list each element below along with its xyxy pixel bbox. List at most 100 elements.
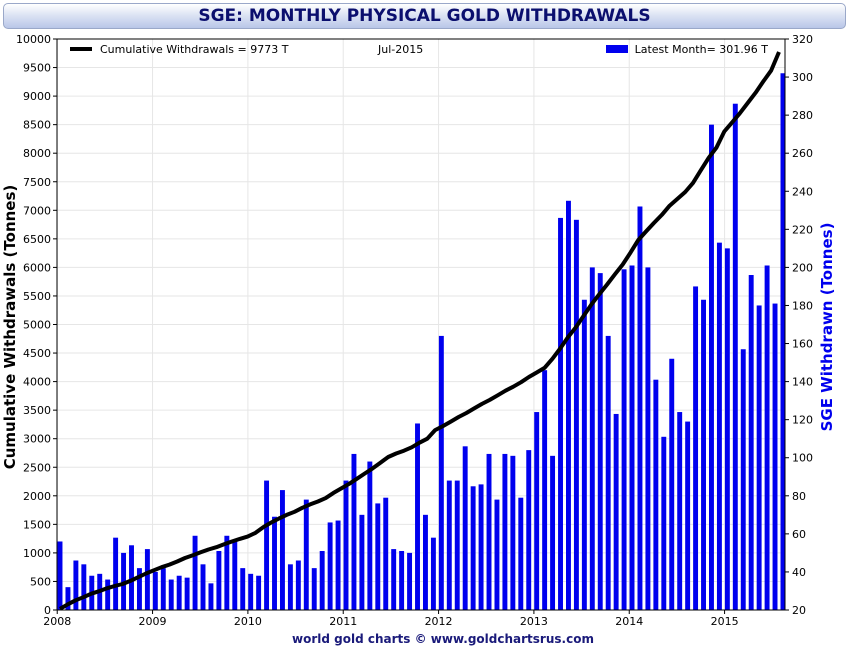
month-bar [113, 537, 119, 610]
month-bar [526, 450, 532, 610]
right-tick-label: 300 [792, 71, 813, 84]
left-tick-label: 5000 [23, 319, 51, 332]
right-tick-label: 40 [792, 566, 806, 579]
left-tick-label: 7500 [23, 176, 51, 189]
right-tick-label: 280 [792, 109, 813, 122]
month-bar [311, 568, 317, 610]
right-tick-label: 160 [792, 338, 813, 351]
right-tick-label: 120 [792, 414, 813, 427]
left-tick-label: 3500 [23, 404, 51, 417]
month-bar [264, 480, 270, 610]
month-bar [375, 503, 381, 610]
month-bar [716, 242, 722, 610]
right-tick-label: 260 [792, 147, 813, 160]
month-bar [168, 579, 174, 610]
right-tick-label: 220 [792, 223, 813, 236]
month-bar [65, 587, 71, 610]
legend-bar-swatch [606, 45, 628, 53]
x-tick-label: 2010 [234, 615, 262, 628]
month-bar [192, 535, 198, 610]
right-tick-label: 60 [792, 528, 806, 541]
month-bar [645, 267, 651, 610]
month-bar [224, 535, 230, 610]
left-tick-label: 2000 [23, 490, 51, 503]
month-bar [597, 273, 603, 610]
right-axis-title: SGE Withdrawn (Tonnes) [818, 223, 836, 432]
month-bar [748, 275, 754, 610]
month-bar [740, 349, 746, 610]
month-bar [478, 484, 484, 610]
legend-line-label: Cumulative Withdrawals = 9773 T [100, 43, 289, 56]
month-bar [200, 564, 206, 610]
month-bar [502, 453, 508, 610]
legend-bar-label: Latest Month= 301.96 T [635, 43, 769, 56]
left-tick-label: 8500 [23, 119, 51, 132]
month-bar [184, 577, 190, 610]
month-bar [351, 453, 357, 610]
left-tick-label: 7000 [23, 204, 51, 217]
month-bar [279, 490, 285, 610]
left-tick-label: 6000 [23, 261, 51, 274]
left-tick-label: 10000 [16, 33, 51, 46]
month-bar [303, 499, 309, 610]
left-tick-label: 6500 [23, 233, 51, 246]
month-bar [693, 286, 699, 610]
x-tick-label: 2011 [329, 615, 357, 628]
month-bar [613, 413, 619, 610]
month-bar [446, 480, 452, 610]
month-bar [160, 568, 166, 610]
month-bar [367, 461, 373, 610]
x-tick-label: 2008 [43, 615, 71, 628]
month-bar [558, 217, 563, 610]
month-bar [573, 219, 579, 611]
month-bar [653, 379, 659, 610]
month-bar [685, 421, 691, 610]
month-bar [415, 423, 420, 610]
month-bar [550, 455, 556, 610]
left-tick-label: 8000 [23, 147, 51, 160]
right-tick-label: 200 [792, 261, 813, 274]
month-bar [462, 446, 468, 610]
month-bar [764, 265, 770, 610]
month-bar [407, 552, 413, 610]
month-bar [359, 514, 365, 610]
left-axis-title: Cumulative Withdrawals (Tonnes) [1, 185, 19, 470]
month-bar [430, 537, 436, 610]
right-tick-label: 100 [792, 452, 813, 465]
month-bar [494, 499, 500, 610]
x-tick-label: 2009 [139, 615, 167, 628]
month-bar [709, 124, 714, 611]
month-bar [391, 549, 397, 610]
left-tick-label: 500 [30, 575, 51, 588]
left-tick-label: 4500 [23, 347, 51, 360]
month-bar [57, 541, 63, 610]
month-bar [780, 73, 786, 610]
right-tick-label: 320 [792, 33, 813, 46]
x-tick-label: 2014 [615, 615, 643, 628]
month-bar [208, 583, 214, 610]
month-bar [335, 520, 341, 610]
month-bar [438, 335, 444, 610]
right-tick-label: 240 [792, 185, 813, 198]
chart-title: SGE: MONTHLY PHYSICAL GOLD WITHDRAWALS [198, 6, 651, 26]
month-bar [319, 550, 325, 610]
title-bar: SGE: MONTHLY PHYSICAL GOLD WITHDRAWALS [3, 3, 846, 29]
month-bar [589, 267, 595, 610]
month-bar [486, 453, 492, 610]
month-bar [454, 480, 460, 610]
x-tick-label: 2015 [711, 615, 739, 628]
month-bar [240, 568, 246, 610]
month-bar [327, 522, 333, 610]
month-bar [701, 299, 706, 610]
line-series [58, 51, 781, 611]
left-tick-label: 1000 [23, 547, 51, 560]
bar-series [57, 73, 786, 611]
month-bar [621, 269, 627, 610]
month-bar [129, 545, 134, 610]
month-bar [272, 516, 277, 610]
right-tick-label: 20 [792, 604, 806, 617]
month-bar [669, 358, 675, 610]
month-bar [542, 370, 548, 610]
month-bar [518, 497, 524, 610]
